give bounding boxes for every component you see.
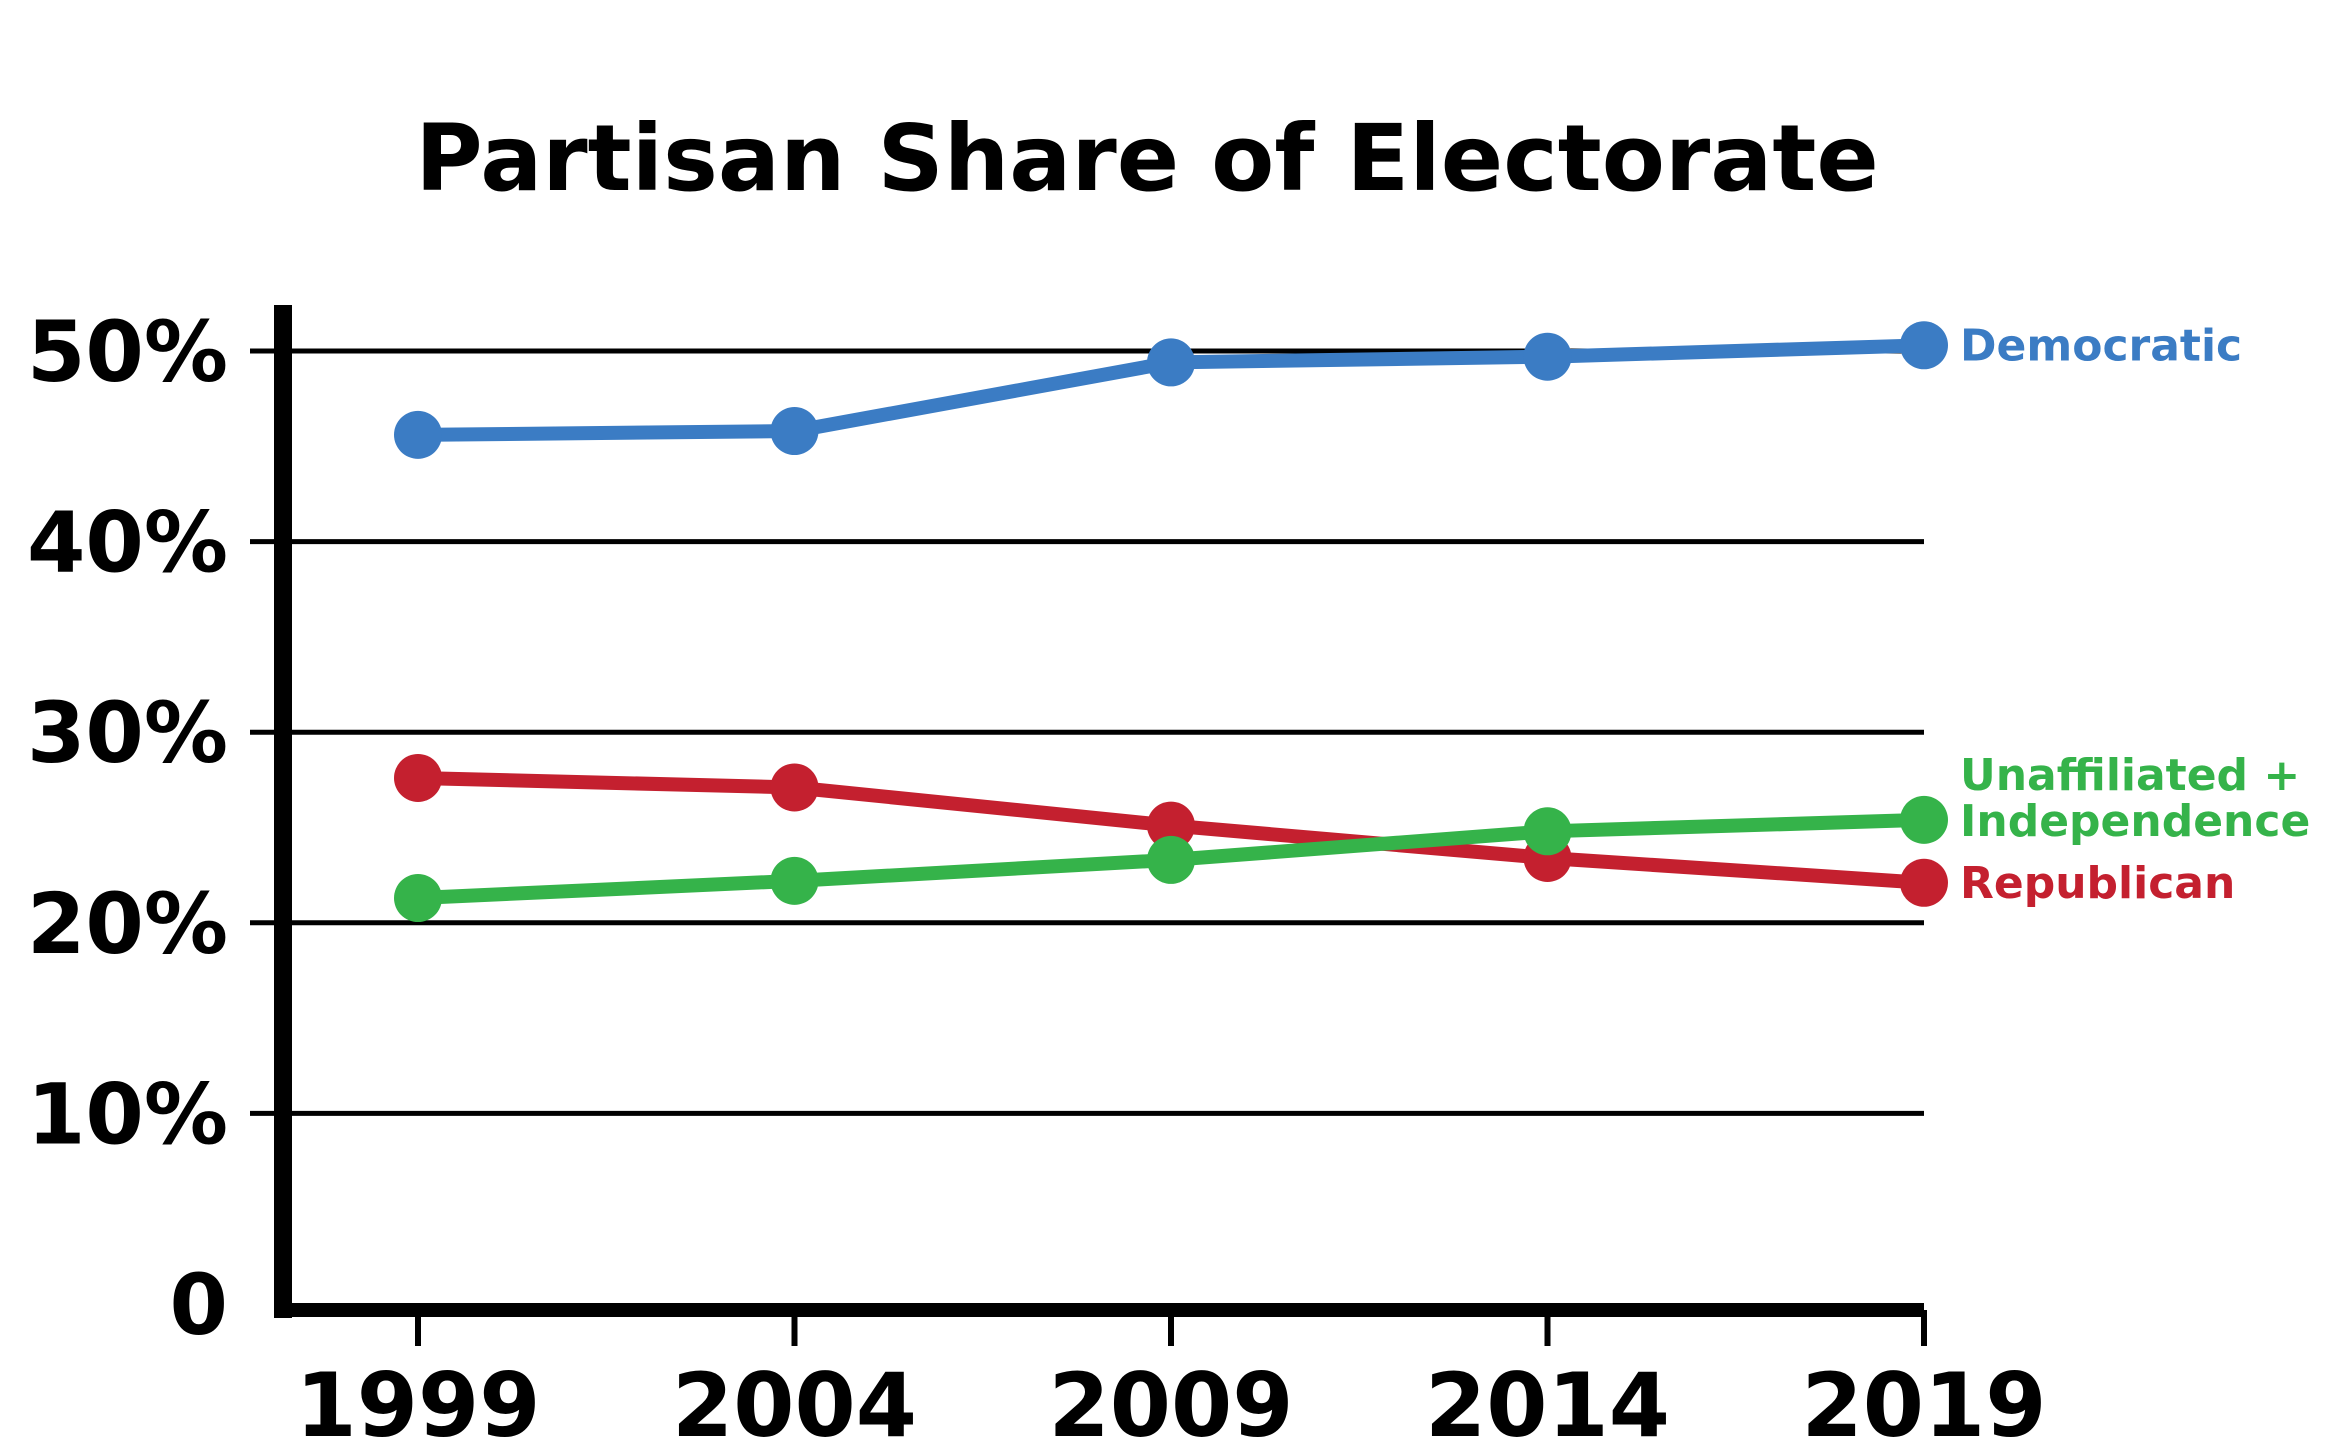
series-lines [394, 321, 1948, 923]
data-point [1900, 858, 1948, 907]
data-point [394, 410, 442, 459]
data-point [394, 874, 442, 923]
series-label: Democratic [1960, 320, 2242, 371]
y-tick-label: 30% [27, 684, 228, 782]
y-axis-ticks: 0 10% 20% 30% 40% 50% [27, 303, 228, 1354]
x-tick-label: 2004 [672, 1354, 917, 1444]
series-labels: Democratic Republican Unaffiliated + Indepe… [1960, 320, 2310, 908]
y-tick-label: 50% [27, 303, 228, 401]
data-point [1523, 807, 1572, 856]
y-tick-label: 10% [27, 1065, 228, 1163]
series-0 [394, 321, 1948, 459]
series-2 [394, 795, 1948, 923]
data-point [1147, 835, 1195, 884]
series-label: Unaffiliated + Independence [1960, 750, 2310, 847]
x-tick-label: 1999 [296, 1354, 541, 1444]
chart-title: Partisan Share of Electorate [415, 105, 1879, 212]
data-point [1147, 338, 1195, 387]
series-label: Republican [1960, 858, 2235, 909]
data-point [770, 407, 819, 456]
data-point [1900, 321, 1948, 370]
y-tick-label: 20% [27, 875, 228, 973]
grid-lines [250, 348, 1924, 1116]
data-point [394, 753, 442, 802]
x-tick-label: 2019 [1802, 1354, 2047, 1444]
series-1 [394, 753, 1948, 907]
y-tick-label: 0 [170, 1256, 228, 1354]
data-point [770, 856, 819, 905]
x-tick-label: 2014 [1425, 1354, 1670, 1444]
data-point [1147, 801, 1195, 850]
data-point [1900, 795, 1948, 844]
data-point [1523, 332, 1572, 381]
x-axis-ticks: 1999 2004 2009 2014 2019 [296, 1310, 2047, 1444]
x-tick-label: 2009 [1049, 1354, 1294, 1444]
axes [274, 305, 1924, 1318]
y-tick-label: 40% [27, 494, 228, 592]
data-point [770, 763, 819, 812]
